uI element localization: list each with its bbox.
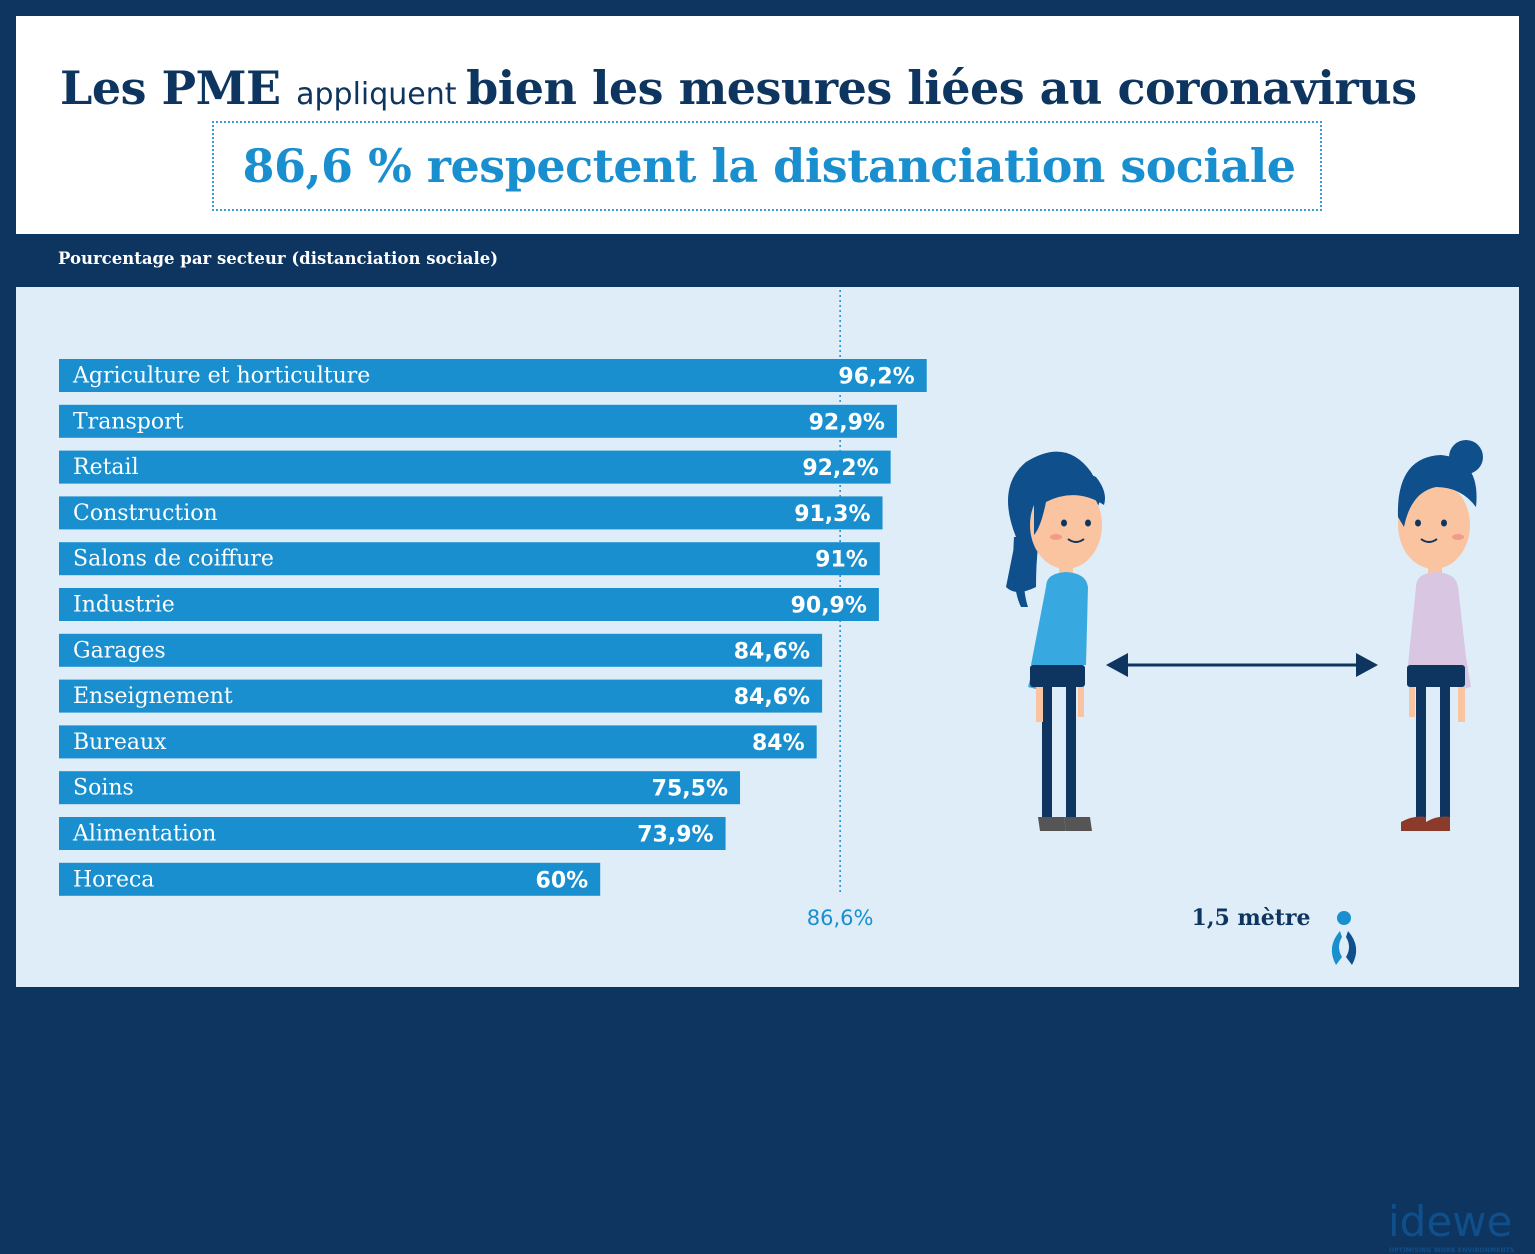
bar [59, 633, 823, 667]
bar-chart: Agriculture et horticulture 96,2% Transpor… [59, 287, 927, 930]
bar-value-label: 90,9% [791, 594, 867, 619]
bar [59, 679, 823, 713]
woman-left-figure [1006, 451, 1105, 831]
bar [59, 771, 741, 805]
bar-value-label: 84% [752, 731, 805, 756]
distance-illustration [1006, 440, 1483, 965]
bar-value-label: 92,2% [802, 456, 878, 481]
bar-value-label: 91% [815, 548, 868, 573]
bar-category-label: Soins [73, 776, 134, 801]
subtitle: 86,6 % respectent la distanciation socia… [242, 139, 1296, 193]
bar-category-label: Retail [73, 455, 139, 480]
bar-category-label: Garages [73, 638, 166, 663]
idewe-logo-icon [1331, 911, 1357, 965]
bar [59, 542, 880, 576]
bar-value-label: 84,6% [734, 685, 810, 710]
logo-wordmark: idewe [1388, 1197, 1513, 1246]
bar-value-label: 91,3% [794, 502, 870, 527]
bar-category-label: Salons de coiffure [73, 547, 274, 572]
distance-label: 1,5 mètre [1191, 905, 1311, 931]
bar-value-label: 75,5% [652, 777, 728, 802]
bar [59, 817, 726, 850]
page-title: Les PME appliquent bien les mesures liée… [60, 60, 1417, 123]
title-part: appliquent [296, 77, 467, 112]
bar-value-label: 73,9% [637, 823, 713, 848]
bar [59, 450, 891, 484]
chart-title: Pourcentage par secteur (distanciation s… [58, 249, 499, 268]
woman-right-figure [1397, 440, 1483, 831]
bar-category-label: Horeca [73, 867, 154, 892]
bar [59, 588, 879, 621]
header: Les PME appliquent bien les mesures liée… [16, 16, 1519, 234]
distance-arrow [1106, 653, 1378, 677]
average-label: 86,6% [807, 906, 874, 930]
bar-value-label: 84,6% [734, 639, 810, 664]
bar [59, 359, 927, 392]
infographic-frame: Les PME appliquent bien les mesures liée… [16, 16, 1519, 1254]
bar [59, 496, 883, 530]
bar-category-label: Transport [73, 409, 184, 434]
bar-category-label: Construction [73, 501, 218, 526]
title-part: bien les mesures liées au coronavirus [466, 61, 1417, 115]
bar-value-label: 60% [536, 868, 589, 893]
bar [59, 725, 817, 759]
logo-tagline: OPTIMISING WORK ENVIRONMENTS [1389, 1247, 1515, 1254]
bar-value-label: 92,9% [809, 410, 885, 435]
bar-category-label: Enseignement [73, 684, 233, 709]
bar-value-label: 96,2% [838, 365, 914, 390]
title-part: Les PME [60, 61, 297, 115]
bar-category-label: Agriculture et horticulture [72, 364, 370, 389]
bar-category-label: Alimentation [72, 822, 216, 847]
bar-category-label: Bureaux [73, 730, 167, 755]
bar [59, 404, 897, 438]
bar [59, 862, 601, 896]
bar-category-label: Industrie [73, 593, 175, 618]
chart-panel: Agriculture et horticulture 96,2% Transpor… [16, 287, 1519, 1254]
subtitle-box: 86,6 % respectent la distanciation socia… [212, 121, 1322, 211]
